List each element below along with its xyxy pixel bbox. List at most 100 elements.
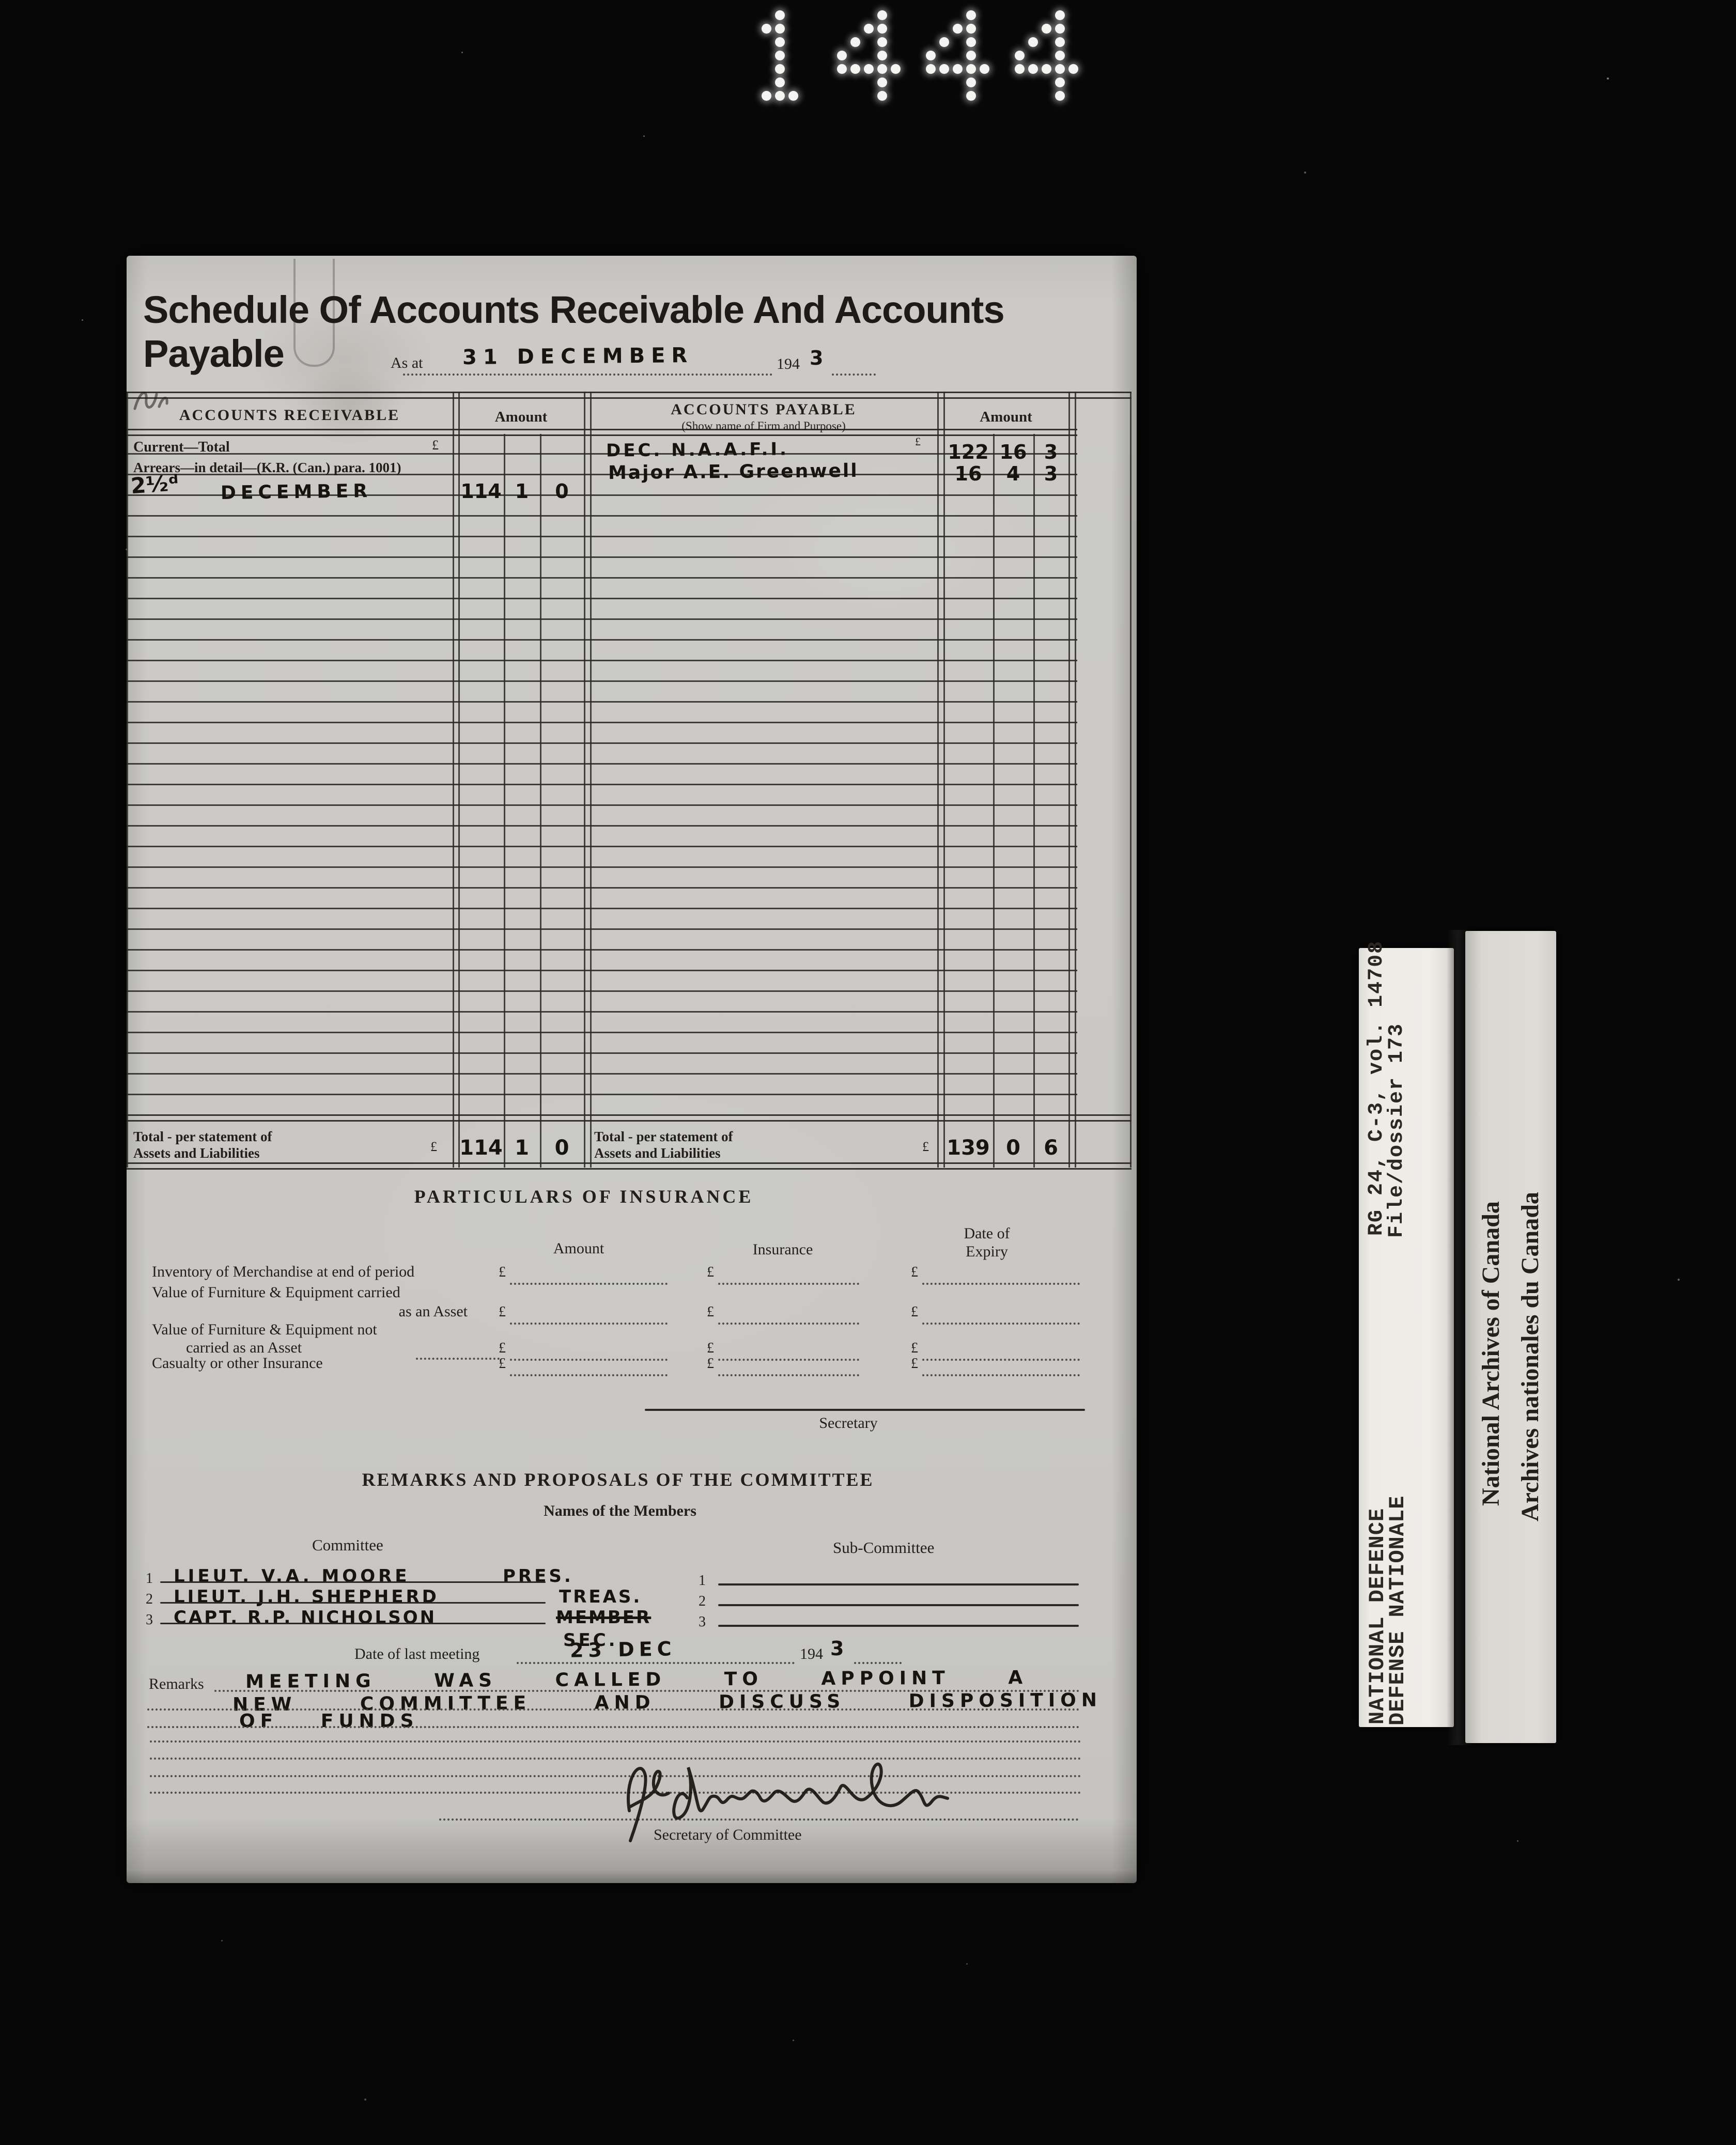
rule-line	[127, 577, 1077, 579]
insurance-currency-sign: £	[911, 1264, 918, 1280]
receivable-row1-label: Current—Total	[133, 439, 230, 455]
rule-line	[127, 429, 1077, 436]
member-1-name: LIEUT. V.A. MOORE	[174, 1566, 410, 1587]
rule-line	[540, 434, 541, 1168]
remarks-label: Remarks	[149, 1675, 204, 1692]
insurance-row4-label: Casualty or other Insurance	[152, 1355, 323, 1372]
film-number-dot	[877, 24, 887, 34]
rule-line	[922, 1374, 1080, 1376]
page-title: Schedule Of Accounts Receivable And Acco…	[143, 288, 1005, 375]
dust-speck	[364, 2099, 366, 2101]
rule-line	[127, 660, 1077, 661]
film-number-dot	[966, 10, 976, 20]
insurance-row1-label: Inventory of Merchandise at end of perio…	[152, 1263, 415, 1280]
remarks-dotted-6	[150, 1775, 1081, 1777]
dust-speck	[793, 2040, 794, 2041]
rule-line	[127, 453, 1077, 455]
paperclip-mark	[293, 259, 335, 367]
dust-speck	[126, 549, 127, 550]
rule-line	[127, 804, 1077, 806]
insurance-row3-leader	[416, 1358, 500, 1360]
insurance-col-insurance: Insurance	[752, 1241, 813, 1258]
film-number-dot	[966, 64, 976, 74]
film-number-dot	[1055, 77, 1065, 87]
as-at-dotted-line	[403, 374, 772, 376]
secretary-label: Secretary	[819, 1415, 878, 1432]
receivable-total-label-line1: Total - per statement of	[133, 1129, 272, 1144]
rule-line	[127, 618, 1077, 620]
date-dotted-line	[517, 1662, 795, 1664]
dust-speck	[1304, 172, 1306, 174]
insurance-row3-label-line1: Value of Furniture & Equipment not	[152, 1321, 377, 1338]
rule-line	[458, 392, 460, 1168]
remarks-dotted-5	[150, 1758, 1081, 1760]
receivable-entry-text: DECEMBER	[220, 480, 373, 504]
subcommittee-3-line	[718, 1625, 1079, 1627]
film-number-dot	[1015, 51, 1025, 60]
rule-line	[127, 928, 1077, 930]
rule-line	[127, 1094, 1077, 1095]
insurance-currency-sign: £	[499, 1304, 506, 1320]
remarks-dotted-4	[150, 1740, 1081, 1743]
subcommittee-3-number: 3	[699, 1614, 706, 1630]
rule-line	[922, 1323, 1080, 1325]
members-subheading: Names of the Members	[544, 1502, 696, 1519]
film-number-dot	[1068, 64, 1078, 74]
insurance-currency-sign: £	[707, 1356, 714, 1372]
signature-caption: Secretary of Committee	[654, 1826, 802, 1843]
pen-scribble	[133, 391, 168, 410]
insurance-currency-sign: £	[499, 1340, 506, 1356]
receivable-total-label-line2: Assets and Liabilities	[133, 1145, 260, 1161]
reference-line2: File/dossier 173	[1385, 1022, 1408, 1238]
film-number-dot	[1028, 37, 1038, 47]
remarks-dotted-3	[147, 1726, 1080, 1728]
insurance-col-expiry-line2: Expiry	[966, 1243, 1008, 1260]
payable-row1-name: DEC. N.A.A.F.I.	[606, 439, 789, 461]
reference-line1: RG 24, C-3, vol. 14708	[1365, 940, 1388, 1236]
film-number-dot	[877, 77, 887, 87]
department-line2: DEFENSE NATIONALE	[1385, 1495, 1410, 1726]
rule-line	[510, 1323, 668, 1325]
date-last-meeting-label: Date of last meeting	[354, 1645, 480, 1662]
film-number-dot	[939, 64, 949, 74]
insurance-row2-label-line1: Value of Furniture & Equipment carried	[152, 1284, 400, 1301]
film-number-dot	[1042, 64, 1051, 74]
film-number-dot	[926, 51, 936, 60]
rule-line	[127, 701, 1077, 703]
film-number-dot	[775, 51, 785, 60]
insurance-currency-sign: £	[707, 1264, 714, 1280]
rule-line	[127, 949, 1077, 951]
film-number-dot	[926, 64, 936, 74]
insurance-currency-sign: £	[707, 1340, 714, 1356]
insurance-currency-sign: £	[707, 1304, 714, 1320]
dust-speck	[221, 1940, 223, 1941]
rule-line	[937, 392, 939, 1168]
rule-line	[993, 434, 995, 1168]
receivable-total-pounds: 114	[459, 1136, 503, 1160]
payable-total-pence: 6	[1044, 1136, 1058, 1160]
rule-line	[127, 515, 1077, 517]
film-number-dot	[939, 37, 949, 47]
dust-speck	[966, 1963, 968, 1965]
archives-line1: National Archives of Canada	[1477, 1201, 1505, 1506]
rule-line	[1068, 392, 1070, 1168]
rule-line	[127, 742, 1077, 744]
film-number-dot	[877, 37, 887, 47]
rule-line	[127, 556, 1077, 558]
film-number-dot	[762, 91, 771, 101]
rule-line	[127, 908, 1077, 909]
rule-line	[127, 825, 1077, 827]
payable-total-label-line1: Total - per statement of	[594, 1129, 733, 1144]
rule-line	[127, 1073, 1077, 1075]
insurance-currency-sign: £	[911, 1340, 918, 1356]
date-dotted-line-2	[854, 1662, 902, 1664]
member-2-line	[160, 1602, 546, 1604]
receivable-total-pence: 0	[554, 1136, 569, 1160]
remarks-dotted-1	[214, 1690, 1080, 1692]
member-2-role: TREAS.	[559, 1587, 642, 1607]
film-number-dot	[775, 24, 785, 34]
signature-dotted-line	[439, 1818, 1079, 1821]
rule-line	[127, 784, 1077, 785]
film-number-dot	[953, 24, 963, 34]
reference-label-strip	[1359, 948, 1454, 1727]
